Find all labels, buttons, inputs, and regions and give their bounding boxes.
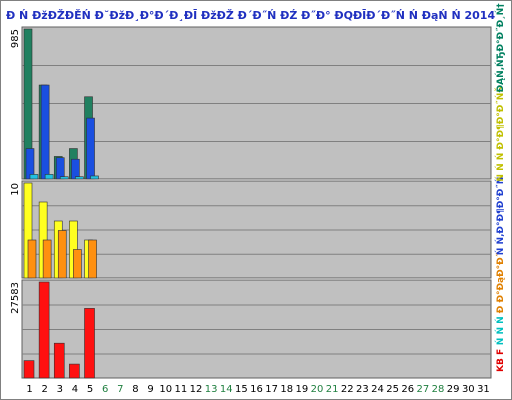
x-tick-label: 31 — [477, 384, 490, 395]
legend-item: Ń Ń‚Đ°Đ¶Đ°Đ˝Ń — [494, 177, 506, 256]
legend-item: Ń Ń Ń Đ°Đ¶Đ°Đ˝ŃŠ — [494, 86, 506, 181]
x-tick-label: 3 — [57, 384, 63, 395]
x-tick-label: 27 — [417, 384, 430, 395]
y-max-label: 10 — [10, 183, 21, 196]
legend-item: Ń Ń Ń — [494, 316, 506, 345]
x-tick-label: 29 — [447, 384, 460, 395]
bar-cyan-day-2 — [44, 174, 54, 180]
x-tick-label: 4 — [72, 384, 78, 395]
bar-cyan-day-1 — [29, 174, 39, 180]
x-tick-label: 23 — [356, 384, 369, 395]
x-tick-label: 10 — [159, 384, 172, 395]
x-tick-label: 6 — [102, 384, 108, 395]
bar-red-day-3 — [53, 342, 65, 379]
bar-red-day-4 — [69, 363, 80, 379]
x-tick-label: 30 — [462, 384, 475, 395]
x-tick-label: 13 — [205, 384, 218, 395]
x-tick-label: 20 — [311, 384, 324, 395]
bar-blue-day-5 — [86, 117, 95, 180]
legend-item: Đ Đ°ĐąĐ°Đ˝ — [495, 252, 506, 313]
bar-orange-day-1 — [27, 239, 37, 279]
x-tick-label: 28 — [432, 384, 445, 395]
x-tick-label: 25 — [386, 384, 399, 395]
x-tick-label: 14 — [220, 384, 233, 395]
x-tick-label: 9 — [147, 384, 153, 395]
x-tick-label: 17 — [265, 384, 278, 395]
x-tick-label: 22 — [341, 384, 354, 395]
bar-red-day-1 — [23, 360, 35, 379]
bar-red-day-2 — [38, 281, 50, 379]
x-tick-label: 11 — [174, 384, 187, 395]
chart-panels: 985 10 27583 — [10, 26, 492, 379]
right-legend: KB F Ń Ń Ń Đ Đ°ĐąĐ°Đ˝Ń Ń‚Đ°Đ¶Đ°Đ˝ŃŃ Ń Ń Đ°… — [494, 3, 506, 372]
legend-item: ĐĄŃ‚ŃЂĐ°Đ˝Đ¸Ń† — [494, 3, 506, 93]
bar-blue-day-2 — [40, 84, 50, 180]
bar-cyan-day-4 — [75, 176, 84, 180]
x-tick-label: 21 — [326, 384, 339, 395]
chart-title: Đ Ń ĐžĐŽĐĚŃ Đ˘ĐžĐ¸Đ°Đ´Đ¸ĐĪ ĐžĐŽ Đ´Đ˝Ń ĐŹ… — [6, 9, 495, 22]
x-tick-label: 19 — [296, 384, 309, 395]
y-max-label: 27583 — [10, 282, 21, 314]
x-tick-label: 8 — [132, 384, 138, 395]
bar-blue-day-4 — [71, 158, 80, 180]
bar-blue-day-3 — [55, 157, 65, 180]
panel-3: 27583 — [10, 279, 492, 379]
x-axis: 1 2 3 4 5 6 7 8 9 10 11 12 13 14 15 16 17 18 19 20 21 22 23 24 2… — [26, 384, 489, 395]
bar-orange-day-4 — [73, 249, 82, 279]
x-tick-label: 2 — [42, 384, 48, 395]
bar-orange-day-2 — [42, 239, 52, 279]
bar-orange-day-5 — [88, 239, 97, 279]
x-tick-label: 15 — [235, 384, 248, 395]
x-tick-label: 16 — [250, 384, 263, 395]
bar-red-day-5 — [84, 308, 95, 379]
bar-cyan-day-5 — [90, 175, 99, 180]
bar-cyan-day-3 — [59, 176, 69, 180]
x-tick-label: 18 — [280, 384, 293, 395]
x-tick-label: 26 — [401, 384, 414, 395]
x-tick-label: 1 — [26, 384, 32, 395]
x-tick-label: 7 — [117, 384, 123, 395]
x-tick-label: 12 — [190, 384, 203, 395]
panel-2: 10 — [10, 180, 492, 279]
y-max-label: 985 — [10, 29, 21, 48]
panel-1: 985 — [10, 26, 492, 180]
x-tick-label: 24 — [371, 384, 384, 395]
bar-orange-day-3 — [57, 230, 67, 279]
x-tick-label: 5 — [87, 384, 93, 395]
legend-item: KB F — [496, 349, 506, 372]
